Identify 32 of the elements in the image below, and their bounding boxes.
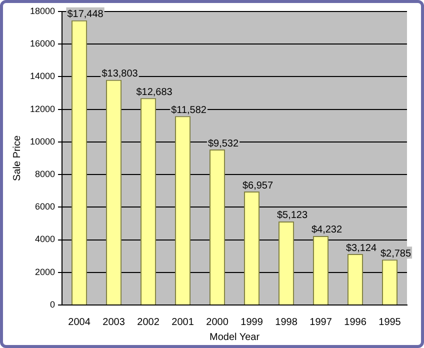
y-tick-label: 14000: [30, 71, 56, 82]
y-tick-label: 4000: [34, 234, 56, 244]
y-tick-label: 2000: [34, 266, 56, 277]
data-label: $11,582: [171, 104, 207, 116]
y-tick-label: 16000: [30, 38, 56, 49]
data-label: $13,803: [102, 68, 138, 80]
data-label: $9,532: [208, 138, 239, 150]
data-label: $6,957: [242, 180, 274, 192]
data-label: $5,123: [276, 210, 308, 222]
x-tick-label: 2000: [206, 316, 229, 328]
x-tick-label: 2001: [172, 316, 194, 328]
x-tick-label: 1995: [378, 316, 402, 328]
x-axis-title: Model Year: [209, 332, 260, 343]
x-tick-label: 1997: [310, 316, 332, 328]
y-axis-title: Sale Price: [12, 134, 23, 181]
y-tick-label: 18000: [30, 6, 56, 16]
data-label: $2,785: [380, 248, 412, 260]
y-tick-label: 0: [50, 299, 56, 310]
data-label: $12,683: [136, 86, 173, 98]
x-tick-label: 1999: [240, 316, 264, 328]
y-tick-label: 6000: [34, 202, 56, 212]
x-tick-label: 2004: [68, 316, 91, 328]
y-tick-label: 12000: [30, 104, 56, 114]
x-tick-label: 2003: [102, 316, 126, 328]
x-tick-label: 2002: [137, 316, 160, 328]
x-tick-label: 1998: [275, 316, 298, 328]
y-tick-label: 10000: [30, 136, 56, 146]
data-label: $17,448: [67, 9, 104, 20]
data-label: $3,124: [346, 242, 377, 254]
y-tick-label: 8000: [34, 168, 56, 179]
x-tick-label: 1996: [344, 316, 367, 328]
data-label: $4,232: [311, 224, 342, 236]
